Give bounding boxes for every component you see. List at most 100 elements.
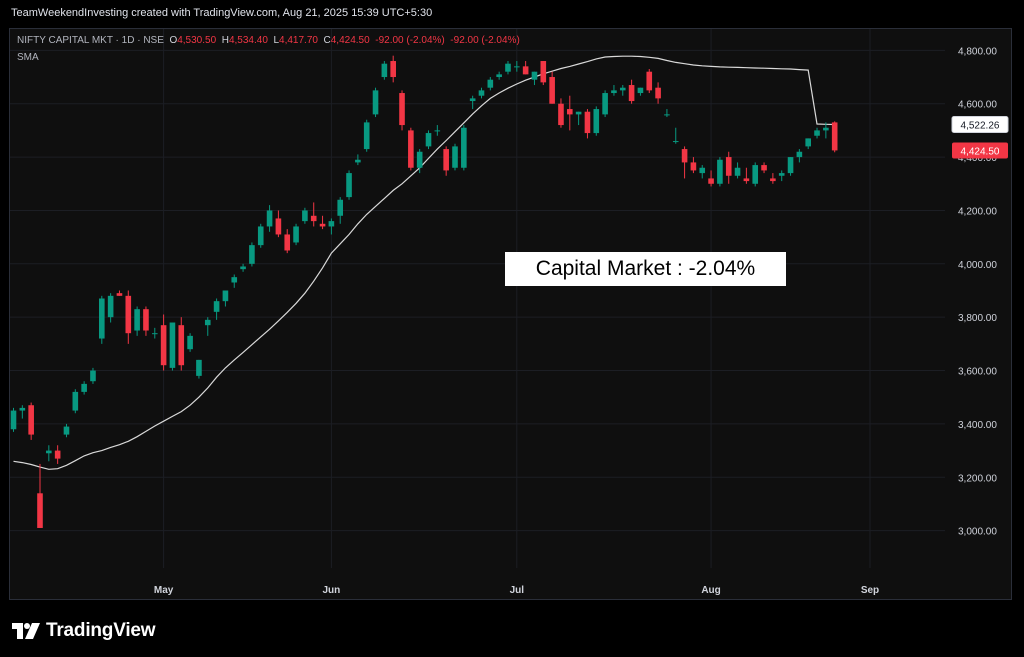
candle[interactable]	[443, 146, 449, 176]
candle[interactable]	[196, 359, 202, 379]
candle[interactable]	[796, 149, 803, 163]
candle[interactable]	[54, 445, 61, 464]
candle[interactable]	[522, 61, 529, 75]
candle[interactable]	[734, 162, 741, 179]
candle[interactable]	[178, 317, 185, 371]
candle[interactable]	[231, 274, 238, 288]
candle[interactable]	[708, 170, 714, 187]
candle[interactable]	[672, 127, 679, 144]
candle[interactable]	[390, 55, 396, 83]
candle[interactable]	[116, 290, 123, 296]
candle[interactable]	[337, 197, 344, 224]
candle[interactable]	[372, 87, 379, 118]
candle[interactable]	[399, 90, 405, 131]
candle[interactable]	[240, 263, 246, 272]
candle[interactable]	[107, 293, 114, 323]
candle[interactable]	[257, 223, 264, 248]
candle[interactable]	[761, 162, 767, 174]
candle[interactable]	[63, 423, 70, 438]
candle[interactable]	[328, 218, 335, 235]
candle[interactable]	[187, 333, 193, 352]
sma-indicator-label[interactable]: SMA	[17, 52, 39, 63]
candle[interactable]	[611, 85, 617, 96]
candle[interactable]	[355, 154, 361, 166]
candle[interactable]	[699, 165, 706, 179]
candle[interactable]	[72, 389, 79, 414]
candle[interactable]	[416, 149, 423, 174]
candle[interactable]	[143, 306, 149, 336]
candle[interactable]	[814, 127, 820, 139]
candle[interactable]	[134, 306, 140, 336]
candle[interactable]	[602, 90, 608, 118]
candle[interactable]	[566, 95, 573, 131]
candle[interactable]	[487, 77, 494, 91]
candle[interactable]	[28, 402, 34, 440]
candle[interactable]	[452, 143, 458, 171]
candle[interactable]	[90, 367, 96, 384]
symbol-name[interactable]: NIFTY CAPITAL MKT · 1D · NSE	[17, 35, 164, 46]
candle[interactable]	[619, 85, 626, 96]
candle[interactable]	[637, 87, 644, 96]
candle[interactable]	[540, 61, 547, 86]
candle[interactable]	[249, 242, 255, 267]
candle[interactable]	[266, 205, 273, 232]
candle[interactable]	[169, 322, 176, 371]
candle[interactable]	[743, 167, 750, 184]
candle[interactable]	[319, 215, 326, 230]
candle[interactable]	[628, 79, 635, 104]
candle[interactable]	[151, 327, 158, 339]
candle[interactable]	[46, 445, 52, 462]
candle[interactable]	[425, 130, 432, 150]
candle[interactable]	[37, 463, 43, 528]
tradingview-logo[interactable]: TradingView	[12, 620, 156, 642]
candle[interactable]	[434, 125, 441, 136]
candle[interactable]	[805, 138, 811, 150]
candle[interactable]	[99, 295, 105, 344]
candle[interactable]	[222, 290, 229, 307]
symbol-legend[interactable]: NIFTY CAPITAL MKT · 1D · NSE O4,530.50 H…	[17, 35, 520, 46]
candle[interactable]	[717, 157, 723, 187]
candle[interactable]	[787, 157, 794, 176]
candle[interactable]	[752, 162, 759, 187]
candle[interactable]	[558, 98, 564, 128]
candle[interactable]	[664, 109, 670, 118]
candle[interactable]	[690, 157, 697, 174]
candle[interactable]	[531, 71, 538, 86]
candle[interactable]	[593, 106, 600, 136]
candle[interactable]	[10, 407, 17, 432]
candle[interactable]	[408, 127, 414, 171]
candle[interactable]	[725, 151, 732, 184]
candle[interactable]	[831, 121, 838, 153]
candle[interactable]	[823, 122, 829, 139]
candle[interactable]	[770, 173, 776, 184]
candle[interactable]	[478, 87, 485, 99]
candle[interactable]	[19, 405, 26, 419]
candle[interactable]	[681, 146, 688, 179]
candle[interactable]	[346, 170, 352, 200]
candle[interactable]	[213, 298, 220, 320]
candle[interactable]	[381, 61, 388, 80]
candle[interactable]	[293, 223, 299, 246]
candle[interactable]	[505, 61, 511, 75]
candle[interactable]	[461, 125, 467, 171]
candle[interactable]	[778, 170, 785, 182]
candle[interactable]	[125, 290, 132, 344]
candle[interactable]	[363, 119, 370, 152]
candle[interactable]	[275, 210, 282, 238]
candle[interactable]	[496, 71, 502, 80]
candle[interactable]	[646, 69, 653, 94]
candle[interactable]	[284, 229, 291, 254]
candle[interactable]	[204, 317, 211, 336]
candle[interactable]	[310, 202, 317, 227]
candle[interactable]	[514, 61, 520, 72]
candle[interactable]	[302, 207, 308, 224]
candle[interactable]	[81, 381, 87, 395]
candle[interactable]	[549, 71, 555, 104]
candle[interactable]	[469, 95, 476, 110]
candle[interactable]	[584, 109, 591, 139]
candle[interactable]	[160, 314, 167, 371]
candle[interactable]	[655, 82, 661, 104]
chart-pane[interactable]	[9, 28, 1012, 600]
candle[interactable]	[575, 111, 582, 126]
